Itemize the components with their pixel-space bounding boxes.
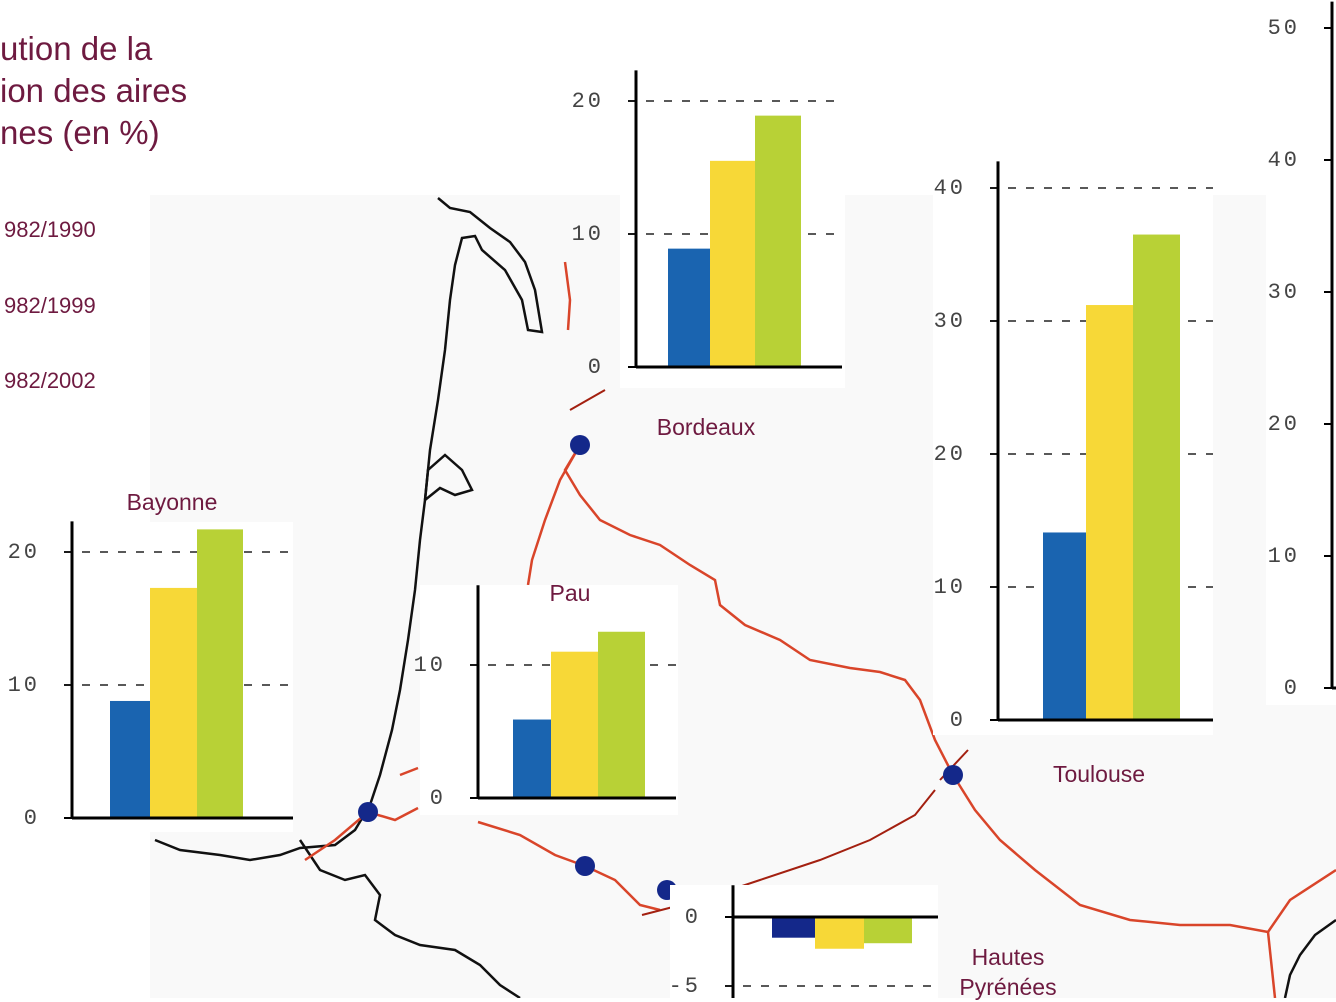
city-label: Toulouse — [1052, 761, 1146, 787]
city-label: Bayonne — [126, 489, 218, 515]
y-tick-label: 0 — [588, 355, 604, 380]
bar — [710, 160, 755, 367]
bar — [1086, 305, 1133, 720]
y-tick-label: 10 — [1268, 544, 1300, 569]
bar — [197, 529, 243, 818]
y-tick-label: 0 — [685, 905, 701, 930]
city-dot — [570, 435, 590, 455]
y-tick-label: 10 — [414, 653, 446, 678]
bar — [551, 651, 598, 798]
y-tick-label: 10 — [8, 673, 40, 698]
map-title: ution de la ion des aires nes (en %) — [0, 28, 187, 154]
legend-entry: 982/2002 — [4, 368, 96, 393]
y-tick-label: -5 — [669, 974, 701, 998]
coastline — [154, 197, 1336, 998]
city-dot — [358, 802, 378, 822]
bar — [772, 917, 815, 938]
y-tick-label: 30 — [934, 309, 966, 334]
legend-entry: 982/1990 — [4, 217, 96, 242]
bar — [864, 917, 912, 944]
y-tick-label: 30 — [1268, 280, 1300, 305]
bar — [513, 719, 551, 798]
chart-panel — [1266, 0, 1336, 705]
title-line: ution de la — [0, 30, 153, 67]
y-tick-label: 0 — [1284, 676, 1300, 701]
city-label: Bordeaux — [656, 414, 756, 440]
y-tick-label: 20 — [1268, 412, 1300, 437]
city-label: Pau — [549, 580, 591, 606]
bar — [1133, 234, 1180, 721]
y-tick-label: 20 — [934, 442, 966, 467]
y-tick-label: 40 — [1268, 148, 1300, 173]
city-dot — [943, 765, 963, 785]
y-tick-label: 10 — [934, 575, 966, 600]
y-tick-label: 10 — [572, 222, 604, 247]
city-label: Hautes Pyrénées — [959, 944, 1057, 1000]
bar — [1043, 532, 1086, 720]
bar — [755, 115, 801, 367]
bar — [110, 700, 150, 818]
bar — [598, 631, 645, 798]
bar — [668, 248, 710, 367]
legend-entry: 982/1999 — [4, 293, 96, 318]
y-tick-label: 0 — [950, 708, 966, 733]
y-tick-label: 0 — [430, 786, 446, 811]
y-tick-label: 20 — [8, 540, 40, 565]
y-tick-label: 50 — [1268, 16, 1300, 41]
bar — [815, 917, 864, 949]
y-tick-label: 20 — [572, 89, 604, 114]
city-dot — [575, 856, 595, 876]
title-line: nes (en %) — [0, 114, 160, 151]
y-tick-label: 40 — [934, 176, 966, 201]
y-tick-label: 0 — [24, 806, 40, 831]
title-line: ion des aires — [0, 72, 188, 109]
bar — [150, 587, 197, 818]
